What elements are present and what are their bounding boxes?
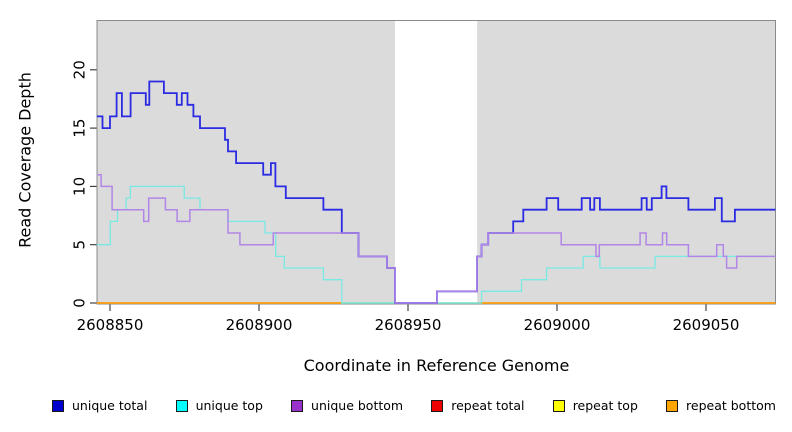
legend-item-repeat-bottom: repeat bottom <box>666 398 776 413</box>
masked-gap-region <box>394 21 478 304</box>
legend-label: unique top <box>195 398 263 413</box>
series-line-unique-bottom <box>96 173 776 304</box>
y-tick-label: 20 <box>71 60 89 79</box>
legend-item-repeat-total: repeat total <box>431 398 525 413</box>
legend-label: repeat total <box>451 398 525 413</box>
legend-label: unique bottom <box>311 398 404 413</box>
panel-border <box>96 20 776 305</box>
repeat-top-swatch-icon <box>552 399 565 412</box>
repeat-total-swatch-icon <box>431 399 444 412</box>
unique-top-swatch-icon <box>175 399 188 412</box>
x-tick-label: 2609050 <box>673 316 740 334</box>
legend-item-unique-bottom: unique bottom <box>291 398 403 413</box>
x-tick-label: 2608850 <box>77 316 144 334</box>
x-tick-label: 2609000 <box>524 316 591 334</box>
y-tick-label: 10 <box>71 177 89 196</box>
y-axis-title: Read Coverage Depth <box>15 72 35 248</box>
y-tick-label: 5 <box>71 240 89 250</box>
unique-total-swatch-icon <box>52 399 64 412</box>
legend-item-unique-total: unique total <box>52 398 147 413</box>
x-tick-label: 2608900 <box>226 316 293 334</box>
legend-label: repeat top <box>572 398 638 413</box>
x-tick-label: 2608950 <box>375 316 442 334</box>
y-tick-label: 0 <box>71 298 89 308</box>
repeat-bottom-swatch-icon <box>666 399 679 412</box>
series-line-unique-top <box>96 185 776 304</box>
legend-item-repeat-top: repeat top <box>552 398 638 413</box>
legend-item-unique-top: unique top <box>175 398 263 413</box>
legend: unique total unique top unique bottom re… <box>52 398 776 413</box>
y-tick-label: 15 <box>71 119 89 138</box>
legend-label: repeat bottom <box>686 398 776 413</box>
legend-label: unique total <box>72 398 148 413</box>
x-axis-title: Coordinate in Reference Genome <box>303 356 570 375</box>
unique-bottom-swatch-icon <box>291 399 304 412</box>
